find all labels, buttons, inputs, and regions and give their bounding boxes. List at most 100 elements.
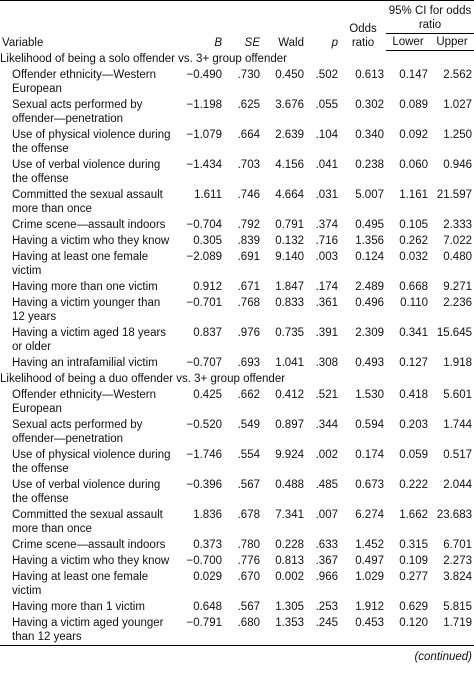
value-cell: 0.517	[443, 449, 472, 461]
header-cell: Lower	[386, 33, 430, 51]
value-cell: 0.833	[275, 297, 304, 309]
value-cell: 1.353	[275, 617, 304, 629]
value-cell: 0.262	[399, 235, 428, 247]
value-cell: −0.707	[186, 357, 223, 369]
footer: (continued)	[0, 645, 474, 668]
value-cell: −0.490	[186, 69, 223, 81]
value-cell: 0.092	[399, 129, 428, 141]
variable-cell: Offender ethnicity—Western European	[12, 389, 157, 415]
value-cell: 0.453	[355, 617, 384, 629]
variable-cell: Use of physical violence during the offe…	[12, 449, 171, 475]
value-cell: 0.132	[275, 235, 304, 247]
header-cell: Upper	[430, 33, 474, 51]
value-cell: 0.480	[443, 251, 472, 263]
value-cell: 2.639	[275, 129, 304, 141]
value-cell: 1.530	[355, 389, 384, 401]
header-cell: SE	[224, 0, 262, 51]
value-cell: 0.222	[399, 479, 428, 491]
value-cell: 0.418	[399, 389, 428, 401]
value-cell: 0.594	[355, 419, 384, 431]
value-cell: 7.341	[275, 509, 304, 521]
value-cell: 0.228	[275, 539, 304, 551]
value-cell: .976	[237, 327, 260, 339]
variable-cell: Having a victim who they know	[12, 555, 170, 567]
value-cell: −1.746	[186, 449, 223, 461]
value-cell: 2.562	[443, 69, 472, 81]
value-cell: .174	[315, 281, 338, 293]
value-cell: 4.156	[275, 159, 304, 171]
value-cell: .776	[237, 555, 260, 567]
variable-cell: Crime scene—assault indoors	[12, 219, 166, 231]
variable-cell: Having more than one victim	[12, 281, 158, 293]
value-cell: 0.673	[355, 479, 384, 491]
value-cell: 0.791	[275, 219, 304, 231]
value-cell: 2.489	[355, 281, 384, 293]
data-row: Use of physical violence during the offe…	[0, 447, 474, 477]
variable-cell: Having a victim aged younger than 12 yea…	[12, 617, 164, 643]
value-cell: 1.912	[355, 601, 384, 613]
data-row: Use of verbal violence during the offens…	[0, 477, 474, 507]
value-cell: 1.452	[355, 539, 384, 551]
value-cell: 3.824	[443, 571, 472, 583]
value-cell: 1.744	[443, 419, 472, 431]
value-cell: .792	[237, 219, 260, 231]
value-cell: 1.250	[443, 129, 472, 141]
value-cell: .367	[315, 555, 338, 567]
variable-cell: Sexual acts performed by offender—penetr…	[12, 99, 143, 125]
variable-cell: Crime scene—assault indoors	[12, 539, 166, 551]
table-body: Likelihood of being a solo offender vs. …	[0, 51, 474, 646]
value-cell: 0.059	[399, 449, 428, 461]
value-cell: .678	[237, 509, 260, 521]
variable-cell: Having an intrafamilial victim	[12, 357, 158, 369]
data-row: Sexual acts performed by offender—penetr…	[0, 417, 474, 447]
value-cell: 0.629	[399, 601, 428, 613]
data-row: Committed the sexual assault more than o…	[0, 187, 474, 217]
data-row: Offender ethnicity—Western European 0.425…	[0, 387, 474, 417]
value-cell: 15.645	[436, 327, 472, 339]
value-cell: .746	[237, 189, 260, 201]
value-cell: 0.496	[355, 297, 384, 309]
value-cell: 6.701	[443, 539, 472, 551]
header-cell: Variable	[0, 0, 176, 51]
data-row: Use of verbal violence during the offens…	[0, 157, 474, 187]
value-cell: 0.837	[193, 327, 222, 339]
value-cell: .002	[315, 449, 338, 461]
value-cell: .554	[237, 449, 260, 461]
value-cell: 0.124	[355, 251, 384, 263]
value-cell: .691	[237, 251, 260, 263]
data-row: Crime scene—assault indoors 0.373 .780 0.22…	[0, 537, 474, 553]
value-cell: 0.147	[399, 69, 428, 81]
value-cell: −2.089	[186, 251, 223, 263]
value-cell: 0.613	[355, 69, 384, 81]
value-cell: .344	[315, 419, 338, 431]
value-cell: 5.601	[443, 389, 472, 401]
value-cell: .485	[315, 479, 338, 491]
data-row: Sexual acts performed by offender—penetr…	[0, 97, 474, 127]
variable-cell: Committed the sexual assault more than o…	[12, 509, 163, 535]
value-cell: 2.044	[443, 479, 472, 491]
value-cell: 0.912	[193, 281, 222, 293]
value-cell: .664	[237, 129, 260, 141]
value-cell: .730	[237, 69, 260, 81]
value-cell: 2.309	[355, 327, 384, 339]
value-cell: 9.140	[275, 251, 304, 263]
value-cell: 1.041	[275, 357, 304, 369]
value-cell: −1.434	[186, 159, 223, 171]
value-cell: .361	[315, 297, 338, 309]
value-cell: 0.002	[275, 571, 304, 583]
section-title: Likelihood of being a duo offender vs. 3…	[0, 373, 286, 385]
value-cell: .567	[237, 479, 260, 491]
value-cell: .768	[237, 297, 260, 309]
variable-cell: Having a victim who they know	[12, 235, 170, 247]
value-cell: −0.396	[186, 479, 223, 491]
value-cell: 0.120	[399, 617, 428, 629]
value-cell: .374	[315, 219, 338, 231]
value-cell: 0.203	[399, 419, 428, 431]
value-cell: 0.813	[275, 555, 304, 567]
variable-cell: Use of verbal violence during the offens…	[12, 159, 161, 185]
value-cell: 0.105	[399, 219, 428, 231]
value-cell: 5.815	[443, 601, 472, 613]
data-row: Having a victim younger than 12 years −0.…	[0, 295, 474, 325]
value-cell: .703	[237, 159, 260, 171]
